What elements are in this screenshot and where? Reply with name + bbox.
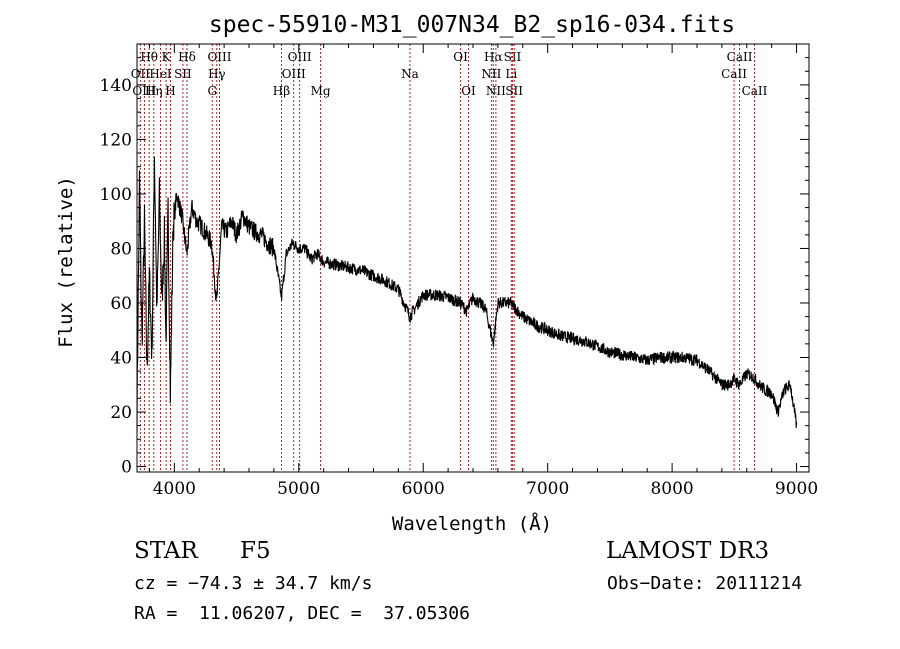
y-tick-label: 100: [100, 185, 132, 205]
x-tick-label: 5000: [277, 479, 320, 499]
chart-title: spec-55910-M31_007N34_B2_sp16-034.fits: [209, 12, 735, 38]
line-marker-label: Hγ: [208, 67, 226, 81]
object-type: STAR: [134, 538, 198, 564]
line-marker-label: CaII: [742, 84, 768, 98]
line-marker-label: NII: [481, 67, 501, 81]
line-marker-label: G: [207, 84, 217, 98]
line-marker-label: OI: [461, 84, 476, 98]
x-tick-label: 8000: [650, 479, 693, 499]
line-marker-label: Hδ: [178, 50, 196, 64]
y-tick-label: 40: [110, 349, 132, 369]
line-marker-label: Hθ: [140, 50, 158, 64]
spectrum-line: [136, 156, 798, 432]
y-tick-label: 60: [110, 294, 132, 314]
line-marker-label: HeI: [149, 67, 172, 81]
line-marker-label: Mg: [311, 84, 331, 98]
redshift-line: cz = −74.3 ± 34.7 km/s: [134, 573, 373, 594]
line-marker-label: H: [165, 84, 175, 98]
line-marker-label: OIII: [288, 50, 312, 64]
survey-label: LAMOST DR3: [606, 538, 770, 564]
line-marker-label: OIII: [207, 50, 231, 64]
line-marker-label: K: [162, 50, 172, 64]
x-tick-label: 4000: [153, 479, 196, 499]
line-marker-label: NII: [486, 84, 506, 98]
coordinates-line: RA = 11.06207, DEC = 37.05306: [134, 603, 470, 624]
x-axis-label: Wavelength (Å): [392, 512, 552, 535]
line-marker-label: OIII: [282, 67, 306, 81]
line-marker-label: Hα: [484, 50, 503, 64]
line-marker-label: Na: [401, 67, 419, 81]
line-marker-label: CaII: [727, 50, 753, 64]
line-marker-label: SII: [504, 50, 522, 64]
line-marker-label: Li: [505, 67, 517, 81]
y-tick-label: 120: [100, 130, 132, 150]
axis-ticks: 4000 5000 6000 7000 8000 9000 0 20 40 60 80 100 120 1…: [100, 44, 818, 499]
y-tick-label: 80: [110, 239, 132, 259]
line-marker-layer: Hθ OII OIII K HeI Hη SII H Hδ OIII Hγ G OIII OIII Hβ Mg…: [131, 44, 768, 472]
line-marker-label: Hβ: [273, 84, 290, 98]
x-tick-label: 9000: [775, 479, 818, 499]
x-tick-label: 7000: [526, 479, 569, 499]
y-tick-label: 140: [100, 76, 132, 96]
line-marker-label: OI: [453, 50, 468, 64]
line-marker-label: SII: [505, 84, 523, 98]
line-marker-label: SII: [174, 67, 192, 81]
y-tick-label: 0: [121, 458, 132, 478]
line-marker-label: OII: [131, 67, 151, 81]
line-marker-label: CaII: [721, 67, 747, 81]
line-marker-label: Hη: [145, 84, 163, 98]
plot-frame: [136, 43, 810, 473]
y-axis-label: Flux (relative): [55, 176, 77, 348]
x-tick-label: 6000: [402, 479, 445, 499]
y-tick-label: 20: [110, 403, 132, 423]
spectral-class: F5: [240, 538, 271, 564]
line-marker-label: OIII: [132, 84, 156, 98]
obs-date: Obs−Date: 20111214: [607, 573, 803, 594]
